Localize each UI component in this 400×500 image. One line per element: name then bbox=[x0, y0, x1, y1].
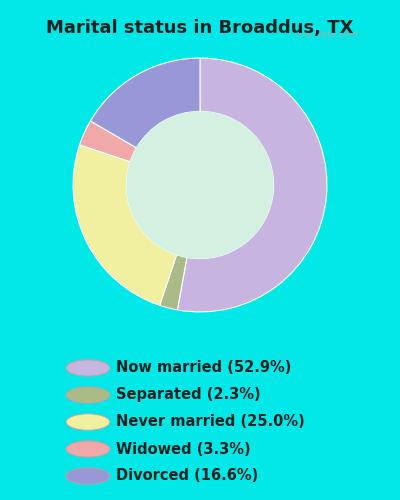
Wedge shape bbox=[73, 145, 177, 306]
Circle shape bbox=[66, 387, 110, 403]
Text: Widowed (3.3%): Widowed (3.3%) bbox=[116, 442, 251, 456]
Text: Marital status in Broaddus, TX: Marital status in Broaddus, TX bbox=[46, 19, 354, 37]
Wedge shape bbox=[178, 58, 327, 312]
Text: Separated (2.3%): Separated (2.3%) bbox=[116, 388, 261, 402]
Circle shape bbox=[126, 112, 274, 258]
Circle shape bbox=[66, 468, 110, 484]
Wedge shape bbox=[80, 121, 136, 162]
Text: Now married (52.9%): Now married (52.9%) bbox=[116, 360, 291, 376]
Text: Never married (25.0%): Never married (25.0%) bbox=[116, 414, 305, 430]
Circle shape bbox=[66, 441, 110, 457]
Text: City-Data.com: City-Data.com bbox=[295, 30, 359, 39]
Wedge shape bbox=[90, 58, 200, 148]
Wedge shape bbox=[160, 255, 187, 310]
Circle shape bbox=[66, 414, 110, 430]
Text: Divorced (16.6%): Divorced (16.6%) bbox=[116, 468, 258, 483]
Circle shape bbox=[66, 360, 110, 376]
